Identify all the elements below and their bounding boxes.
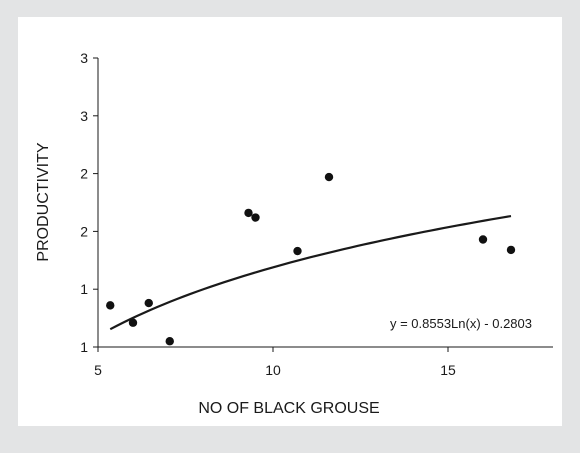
y-axis-label: PRODUCTIVITY — [35, 142, 52, 261]
data-point — [293, 246, 302, 256]
y-tick-label: 1 — [80, 339, 88, 355]
data-point — [324, 172, 334, 182]
data-point — [106, 301, 115, 310]
x-tick-label: 10 — [265, 362, 281, 378]
data-points — [106, 172, 516, 346]
y-tick-label: 3 — [80, 50, 88, 66]
chart-panel: 5 10 15 1 1 2 2 3 3 y = 0.8553Ln(x) - 0.2803 NO … — [18, 17, 562, 426]
x-tick-label: 5 — [94, 362, 102, 378]
y-tick-label: 2 — [80, 223, 88, 239]
scatter-chart: 5 10 15 1 1 2 2 3 3 y = 0.8553Ln(x) - 0.2803 NO … — [35, 50, 553, 417]
data-point — [144, 298, 153, 308]
y-tick-label: 2 — [80, 166, 88, 182]
data-point — [478, 235, 488, 244]
ticks: 5 10 15 1 1 2 2 3 3 — [80, 50, 456, 378]
data-point — [244, 208, 253, 218]
axes — [97, 58, 553, 348]
y-tick-label: 3 — [80, 108, 88, 124]
x-tick-label: 15 — [440, 362, 456, 378]
data-point — [128, 318, 138, 327]
trendline — [109, 214, 512, 331]
trendline-equation: y = 0.8553Ln(x) - 0.2803 — [390, 316, 532, 331]
x-axis-label: NO OF BLACK GROUSE — [198, 400, 379, 417]
data-point — [165, 337, 174, 346]
data-point — [251, 213, 260, 222]
y-tick-label: 1 — [80, 281, 88, 297]
data-point — [506, 245, 516, 255]
